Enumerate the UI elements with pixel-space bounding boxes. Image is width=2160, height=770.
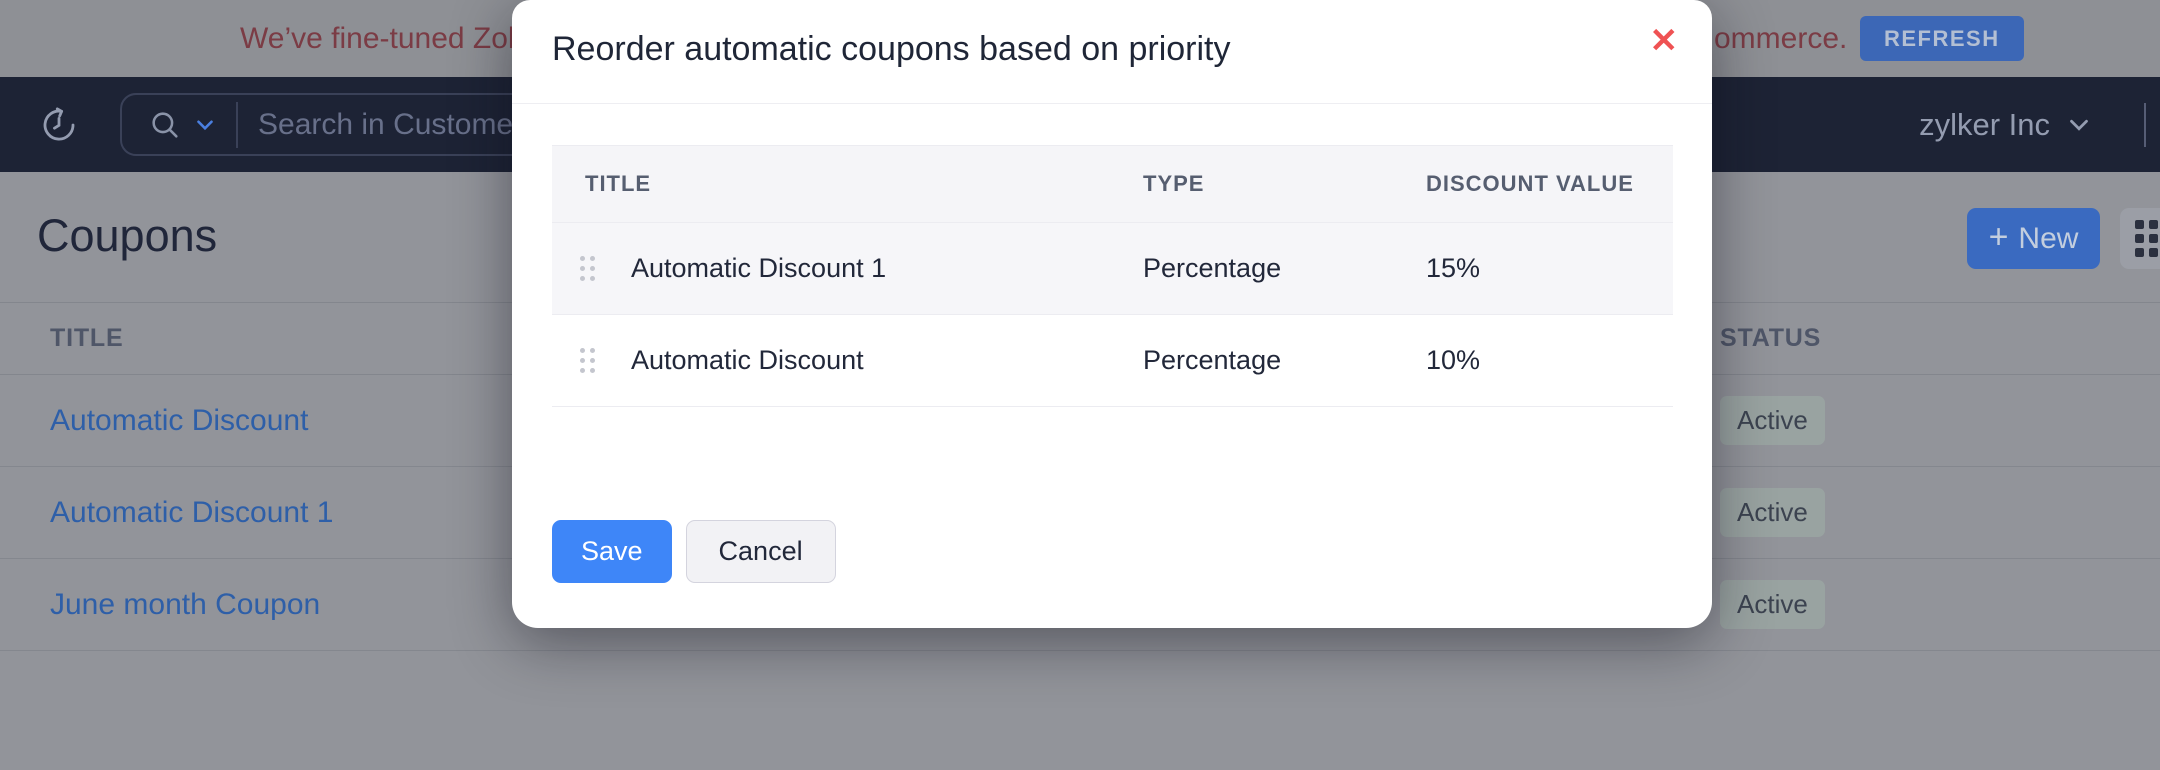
column-type: TYPE <box>1143 171 1205 196</box>
table-row: June month Coupon Active <box>0 559 2160 651</box>
column-title: TITLE <box>50 324 124 352</box>
status-badge: Active <box>1720 396 1825 445</box>
coupon-title: Automatic Discount <box>631 345 864 375</box>
banner-message-right: ommerce. <box>1714 21 1848 55</box>
close-icon[interactable]: ✕ <box>1649 22 1679 60</box>
topbar-divider <box>2144 103 2146 147</box>
column-status: STATUS <box>1720 324 1822 352</box>
grid-view-icon <box>2135 220 2160 257</box>
banner-message-left: We’ve fine-tuned Zoh <box>240 21 525 55</box>
reorder-row: Automatic Discount 1 Percentage 15% <box>552 223 1673 315</box>
search-divider <box>236 101 238 148</box>
coupon-value: 15% <box>1426 253 1481 283</box>
org-name: zylker Inc <box>1919 106 2050 142</box>
drag-handle-icon[interactable] <box>576 344 599 377</box>
column-title: TITLE <box>585 171 652 196</box>
search-icon <box>152 111 178 138</box>
coupon-link[interactable]: Automatic Discount 1 <box>50 495 334 529</box>
coupon-title: Automatic Discount 1 <box>631 253 887 283</box>
modal-title: Reorder automatic coupons based on prior… <box>552 30 1231 68</box>
coupon-type: Percentage <box>1143 345 1282 375</box>
column-discount-value: DISCOUNT VALUE <box>1426 171 1634 196</box>
modal-actions: Save Cancel <box>552 520 836 583</box>
cancel-button[interactable]: Cancel <box>685 520 836 583</box>
drag-handle-icon[interactable] <box>576 252 599 285</box>
reorder-coupons-modal: Reorder automatic coupons based on prior… <box>512 0 1712 628</box>
refresh-button[interactable]: REFRESH <box>1860 16 2024 61</box>
history-icon[interactable] <box>38 104 80 146</box>
search-scope-chevron-down-icon[interactable] <box>192 112 218 138</box>
status-badge: Active <box>1720 580 1825 629</box>
coupon-link[interactable]: June month Coupon <box>50 587 321 621</box>
view-options-button[interactable] <box>2120 208 2160 269</box>
org-switcher[interactable]: zylker Inc <box>1919 77 2094 172</box>
reorder-table-header: TITLE TYPE DISCOUNT VALUE <box>552 145 1673 223</box>
status-badge: Active <box>1720 488 1825 537</box>
new-coupon-button[interactable]: + New <box>1967 208 2100 269</box>
save-button[interactable]: Save <box>552 520 672 583</box>
modal-header: Reorder automatic coupons based on prior… <box>512 0 1712 104</box>
coupon-type: Percentage <box>1143 253 1282 283</box>
reorder-table: TITLE TYPE DISCOUNT VALUE Automatic Disc… <box>552 145 1673 407</box>
reorder-row: Automatic Discount Percentage 10% <box>552 315 1673 407</box>
new-button-label: New <box>2018 221 2079 255</box>
page-title: Coupons <box>37 210 218 261</box>
coupon-link[interactable]: Automatic Discount <box>50 403 309 437</box>
coupon-value: 10% <box>1426 345 1481 375</box>
plus-icon: + <box>1988 218 2009 256</box>
org-chevron-down-icon <box>2070 119 2088 131</box>
